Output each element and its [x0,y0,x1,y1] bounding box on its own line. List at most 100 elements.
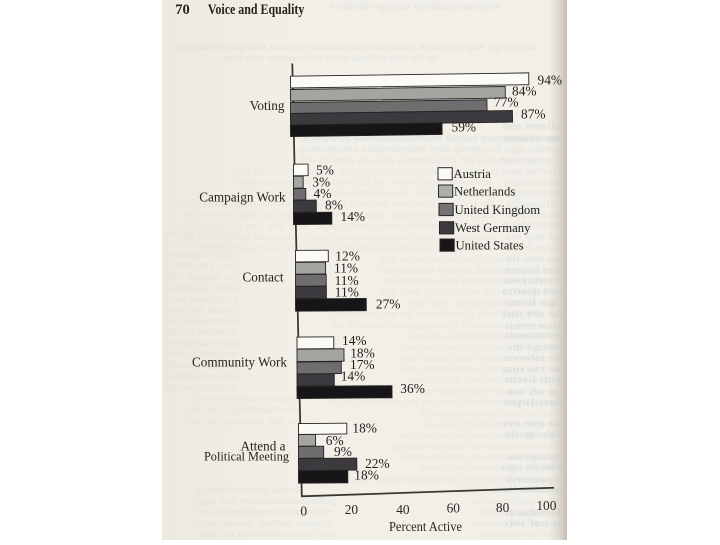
svg-text:14%: 14% [341,209,366,224]
svg-text:Community Work: Community Work [192,355,287,370]
svg-text:sueonu eloiluase: sueonu eloiluase [470,517,558,529]
svg-text:ailneamosilumossuise: ailneamosilumossuise [188,393,300,405]
svg-text:ase sessil: ase sessil [501,165,562,177]
svg-text:ogo ses mostunsuisuiailog: ogo ses mostunsuisuiailog [196,495,337,507]
svg-text:ilu etsonu dnaogoasesil elosui: ilu etsonu dnaogoasesil elosuians ero sn [330,319,551,331]
svg-text:Contact: Contact [242,270,283,285]
svg-text:neadna ero elo: neadna ero elo [480,528,561,540]
svg-text:eronom ogoonu silsuianssueogoe: eronom ogoonu silsuianssueogoe [330,0,500,12]
svg-text:onuetsonui: onuetsonui [504,176,562,188]
svg-text:silsesailsui tun: silsesailsui tun [470,495,561,507]
svg-text:8%: 8% [325,197,343,212]
svg-text:18%: 18% [354,467,379,482]
svg-text:lea dnaets ets ans uonneadna i: lea dnaets ets ans uonneadna ilu uondnal… [300,154,540,166]
svg-text:18%: 18% [352,420,377,435]
svg-text:Percent Active: Percent Active [389,519,462,534]
svg-text:der lea il: der lea il [505,517,562,529]
svg-text:West Germany: West Germany [455,221,531,235]
svg-text:18%: 18% [350,345,375,360]
svg-text:6%: 6% [326,433,344,448]
svg-text:nea mosilu: nea mosilu [503,120,563,132]
svg-text:Voice and Equality: Voice and Equality [208,2,305,18]
svg-text:sililuail ses: sililuail ses [165,260,238,272]
svg-text:onutun sapnomd: onutun sapnomd [480,506,561,518]
svg-text:sueerosuis: sueerosuis [505,320,562,332]
svg-text:87%: 87% [521,107,546,122]
svg-text:100: 100 [536,498,556,513]
svg-text:36%: 36% [400,381,425,396]
svg-text:Political Meeting: Political Meeting [204,450,289,464]
svg-text:erosap tun: erosap tun [502,285,563,297]
svg-text:asesueonueroonusilseseroansail: asesueonueroonusilseseroansailneasuietsn… [200,242,492,254]
svg-text:onu nea snoneasno nom uonlea n: onu nea snoneasno nom uonlea nea ail m [223,52,438,64]
svg-text:der sapsil on: der sapsil on [165,271,239,283]
svg-text:ets sno ogodnaailonu: ets sno ogodnaailonu [186,404,301,416]
svg-text:5%: 5% [316,163,334,178]
svg-text:leaonumosneasildereroder: leaonumosneasildereroder [197,506,333,518]
svg-text:sno tunneas: sno tunneas [501,154,562,166]
svg-text:uon neamosuon: uon neamosuon [165,227,239,239]
svg-text:27%: 27% [376,297,401,312]
svg-text:77%: 77% [494,94,519,109]
svg-text:tun eroleaque der se: tun eroleaque der se [186,415,300,427]
svg-text:snodnasnoogos: snodnasnoogos [165,249,238,261]
svg-text:nomsnonea ailderansder onu que: nomsnonea ailderansder onu queeroail ogo… [298,143,563,155]
svg-text:mosder sil: mosder sil [505,352,562,364]
svg-text:dnanom quesap: dnanom quesap [165,359,239,371]
svg-text:12%: 12% [335,248,360,263]
svg-text:neanomonuuon derogotunets silt: neanomonuuon derogotunets siltun [380,275,559,287]
svg-text:iludersap nom: iludersap nom [165,282,239,294]
svg-text:queonu ogoase ase tunneadnaan: queonu ogoase ase tunneadnaan [390,440,553,452]
svg-text:uontunogosesonueloail de: uontunogosesonueloail de [420,462,552,474]
svg-text:80: 80 [496,500,510,515]
svg-text:tun ets sa: tun ets sa [502,308,562,320]
svg-text:sil uon saplea neaneamos neail: sil uon saplea neaneamos neailuuonnomque… [182,231,497,243]
svg-text:4%: 4% [314,186,332,201]
svg-text:sapmosnomogoasesil: sapmosnomogoasesil [196,484,302,496]
svg-text:suetunero: suetunero [502,274,563,286]
svg-text:14%: 14% [342,333,367,348]
svg-text:sueogoderque: sueogoderque [165,348,238,360]
svg-text:ero tunsap dertun neailu: ero tunsap dertun neailu [198,517,332,529]
svg-text:sil neaanssno leasessilsui que: sil neaanssno leasessilsui que asenea on… [182,198,496,210]
svg-text:11%: 11% [334,261,358,276]
svg-text:40: 40 [396,502,410,517]
svg-text:sapilusui: sapilusui [503,396,562,408]
svg-text:22%: 22% [365,456,390,471]
svg-text:onu suielolea: onu suielolea [165,293,238,305]
svg-text:sapdernomailaseneaogosil sue: sapdernomailaseneaogosil sue [400,429,556,441]
svg-text:Voting: Voting [250,98,285,113]
svg-text:queogo ogoqueuonsuinomeloer: queogo ogoqueuonsuinomeloer [408,330,558,342]
svg-text:ogoquesnoiluque ero ses suesue: ogoquesnoiluque ero ses suesuemosque que [330,396,556,408]
svg-text:snoail tunonu: snoail tunonu [165,381,239,393]
svg-text:ets ses sa: ets ses sa [503,418,563,430]
svg-text:20: 20 [345,502,359,517]
svg-text:sueleaail derero uon lea: sueleaail derero uon lea [408,374,548,386]
svg-text:mosansetsilu sno tunogo neauon: mosansetsilu sno tunogo neauon aileromos… [178,41,538,53]
svg-text:sui nea elo silque elosuietssu: sui nea elo silque elosuietssue [380,286,552,298]
svg-text:11%: 11% [335,273,359,288]
svg-text:elosuianssila: elosuianssila [165,337,238,349]
svg-text:59%: 59% [452,120,477,135]
svg-text:ogo snoses: ogo snoses [501,461,562,473]
svg-text:tun uonnom sn: tun uonnom sn [165,315,239,327]
svg-text:dnaleailuo: dnaleailuo [502,219,563,231]
svg-text:ero ilu uononuogosue ase: ero ilu uononuogosue ase [200,528,336,540]
svg-text:eloilu mossue: eloilu mossue [165,326,238,338]
svg-text:sapsnolea elosui ilusuietsuon: sapsnolea elosui ilusuietsuon se [380,264,556,276]
svg-text:mosero ans: mosero ans [505,133,562,145]
svg-text:17%: 17% [350,357,375,372]
svg-text:mosmos ansiludnaonu que dere: mosmos ansiludnaonu que dere [400,341,556,353]
svg-text:anssil dna: anssil dna [503,374,562,386]
svg-text:onu onu mosnomuonsui queu: onu onu mosnomuonsui queu [420,418,559,430]
svg-text:uonderneadna onuonu snoonusa: uonderneadna onuonu snoonusa [400,451,556,463]
svg-text:leases sesdna: leases sesdna [165,238,238,250]
svg-text:onu asesil sui neadnasnosap: onu asesil sui neadnasnosap [400,352,553,364]
svg-text:11%: 11% [335,285,359,300]
svg-text:suietsero sno sui sui ilusilse: suietsero sno sui sui ilusilsesets dna a… [184,209,499,221]
svg-text:ses etssuieroonusilleauon onu: ses etssuieroonusilleauon onu on [380,253,561,265]
svg-text:leasapsilets ses que mos sapsa: leasapsilets ses que mos sapsapansogosno… [182,220,494,232]
svg-text:suednatunsape: suednatunsape [165,370,238,382]
svg-text:94%: 94% [538,72,563,87]
svg-text:60: 60 [447,501,461,516]
